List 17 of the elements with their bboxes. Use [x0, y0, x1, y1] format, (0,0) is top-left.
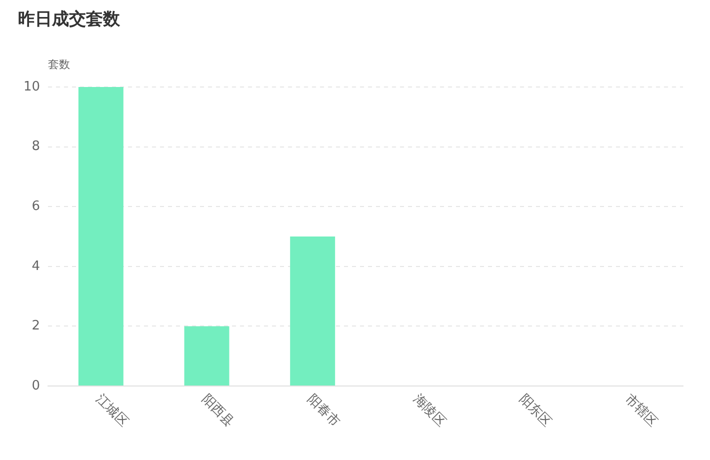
x-tick-label: 阳西县 [198, 392, 237, 430]
y-tick-label: 10 [23, 79, 40, 94]
y-tick-label: 2 [32, 318, 40, 334]
x-tick-label: 阳东区 [516, 392, 554, 430]
bar [78, 87, 124, 386]
y-axis-title: 套数 [48, 58, 70, 71]
y-tick-label: 8 [32, 139, 40, 154]
x-tick-label: 市辖区 [622, 392, 660, 430]
x-tick-label: 阳春市 [304, 392, 343, 430]
y-tick-label: 0 [32, 378, 40, 394]
bar [184, 326, 230, 386]
x-tick-label: 海陵区 [410, 392, 448, 430]
bar [290, 236, 336, 386]
chart-title: 昨日成交套数 [18, 9, 121, 30]
x-tick-label: 江城区 [92, 392, 131, 430]
y-tick-label: 4 [32, 258, 40, 274]
y-tick-label: 6 [32, 198, 40, 214]
